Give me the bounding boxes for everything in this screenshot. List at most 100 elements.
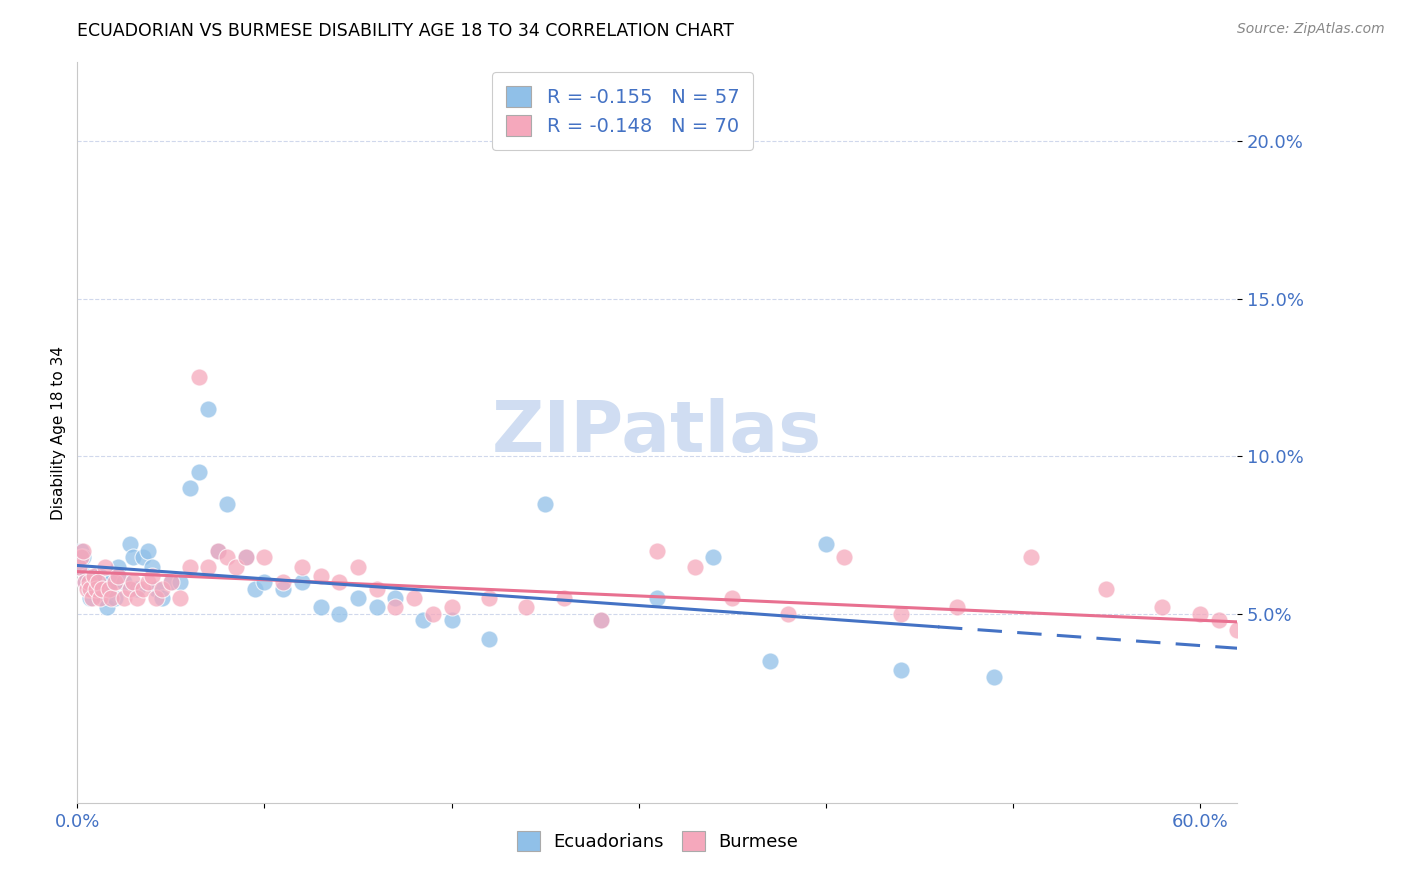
Point xyxy=(235,550,257,565)
Point xyxy=(79,582,101,596)
Point xyxy=(814,537,837,551)
Point xyxy=(179,559,201,574)
Point xyxy=(100,591,122,605)
Point xyxy=(150,591,173,605)
Point xyxy=(90,582,112,596)
Point xyxy=(141,569,163,583)
Point xyxy=(169,591,191,605)
Point xyxy=(983,670,1005,684)
Point xyxy=(647,591,669,605)
Point xyxy=(253,550,276,565)
Point xyxy=(138,543,160,558)
Point xyxy=(100,575,122,590)
Point xyxy=(87,582,110,596)
Point xyxy=(79,591,101,605)
Point xyxy=(160,575,183,590)
Point xyxy=(478,632,501,646)
Point xyxy=(83,569,105,583)
Point xyxy=(76,569,98,583)
Point xyxy=(271,582,294,596)
Point xyxy=(215,550,238,565)
Point xyxy=(1208,613,1230,627)
Point xyxy=(104,591,127,605)
Point xyxy=(253,575,276,590)
Point xyxy=(366,600,388,615)
Point xyxy=(347,559,370,574)
Point xyxy=(98,582,121,596)
Point xyxy=(225,559,247,574)
Point xyxy=(412,613,434,627)
Point xyxy=(721,591,744,605)
Point xyxy=(98,582,121,596)
Point xyxy=(90,575,112,590)
Point xyxy=(235,550,257,565)
Point xyxy=(82,582,104,596)
Legend: Ecuadorians, Burmese: Ecuadorians, Burmese xyxy=(508,822,807,861)
Point xyxy=(1301,632,1323,646)
Point xyxy=(591,613,613,627)
Point xyxy=(366,582,388,596)
Text: Source: ZipAtlas.com: Source: ZipAtlas.com xyxy=(1237,22,1385,37)
Point xyxy=(243,582,266,596)
Point xyxy=(83,575,105,590)
Point xyxy=(67,559,90,574)
Point xyxy=(87,575,110,590)
Point xyxy=(89,569,111,583)
Point xyxy=(309,569,332,583)
Point xyxy=(132,550,155,565)
Point xyxy=(291,575,314,590)
Point xyxy=(122,550,145,565)
Point xyxy=(70,550,93,565)
Point xyxy=(138,575,160,590)
Point xyxy=(515,600,537,615)
Point xyxy=(107,559,129,574)
Point xyxy=(778,607,800,621)
Y-axis label: Disability Age 18 to 34: Disability Age 18 to 34 xyxy=(51,345,66,520)
Point xyxy=(104,575,127,590)
Point xyxy=(384,600,406,615)
Point xyxy=(187,370,209,384)
Point xyxy=(112,591,135,605)
Point xyxy=(89,591,111,605)
Point xyxy=(82,591,104,605)
Point xyxy=(1152,600,1174,615)
Point xyxy=(207,543,229,558)
Point xyxy=(73,575,96,590)
Point xyxy=(889,664,911,678)
Point xyxy=(945,600,967,615)
Point xyxy=(207,543,229,558)
Point xyxy=(440,600,463,615)
Point xyxy=(328,575,350,590)
Point xyxy=(889,607,911,621)
Point xyxy=(534,496,557,510)
Point xyxy=(94,582,117,596)
Point xyxy=(118,537,141,551)
Point xyxy=(553,591,575,605)
Point xyxy=(145,591,167,605)
Point xyxy=(422,607,444,621)
Point xyxy=(758,654,780,668)
Point xyxy=(73,575,96,590)
Point xyxy=(404,591,426,605)
Point xyxy=(160,575,183,590)
Point xyxy=(77,582,100,596)
Point xyxy=(291,559,314,574)
Point xyxy=(347,591,370,605)
Point xyxy=(141,559,163,574)
Point xyxy=(67,559,90,574)
Point xyxy=(76,582,98,596)
Point xyxy=(478,591,501,605)
Point xyxy=(384,591,406,605)
Point xyxy=(77,575,100,590)
Point xyxy=(1264,623,1286,637)
Point xyxy=(187,465,209,479)
Point xyxy=(93,591,115,605)
Point xyxy=(215,496,238,510)
Point xyxy=(1226,623,1249,637)
Point xyxy=(112,575,135,590)
Point xyxy=(96,600,118,615)
Point xyxy=(647,543,669,558)
Point xyxy=(440,613,463,627)
Point xyxy=(107,569,129,583)
Point xyxy=(72,550,94,565)
